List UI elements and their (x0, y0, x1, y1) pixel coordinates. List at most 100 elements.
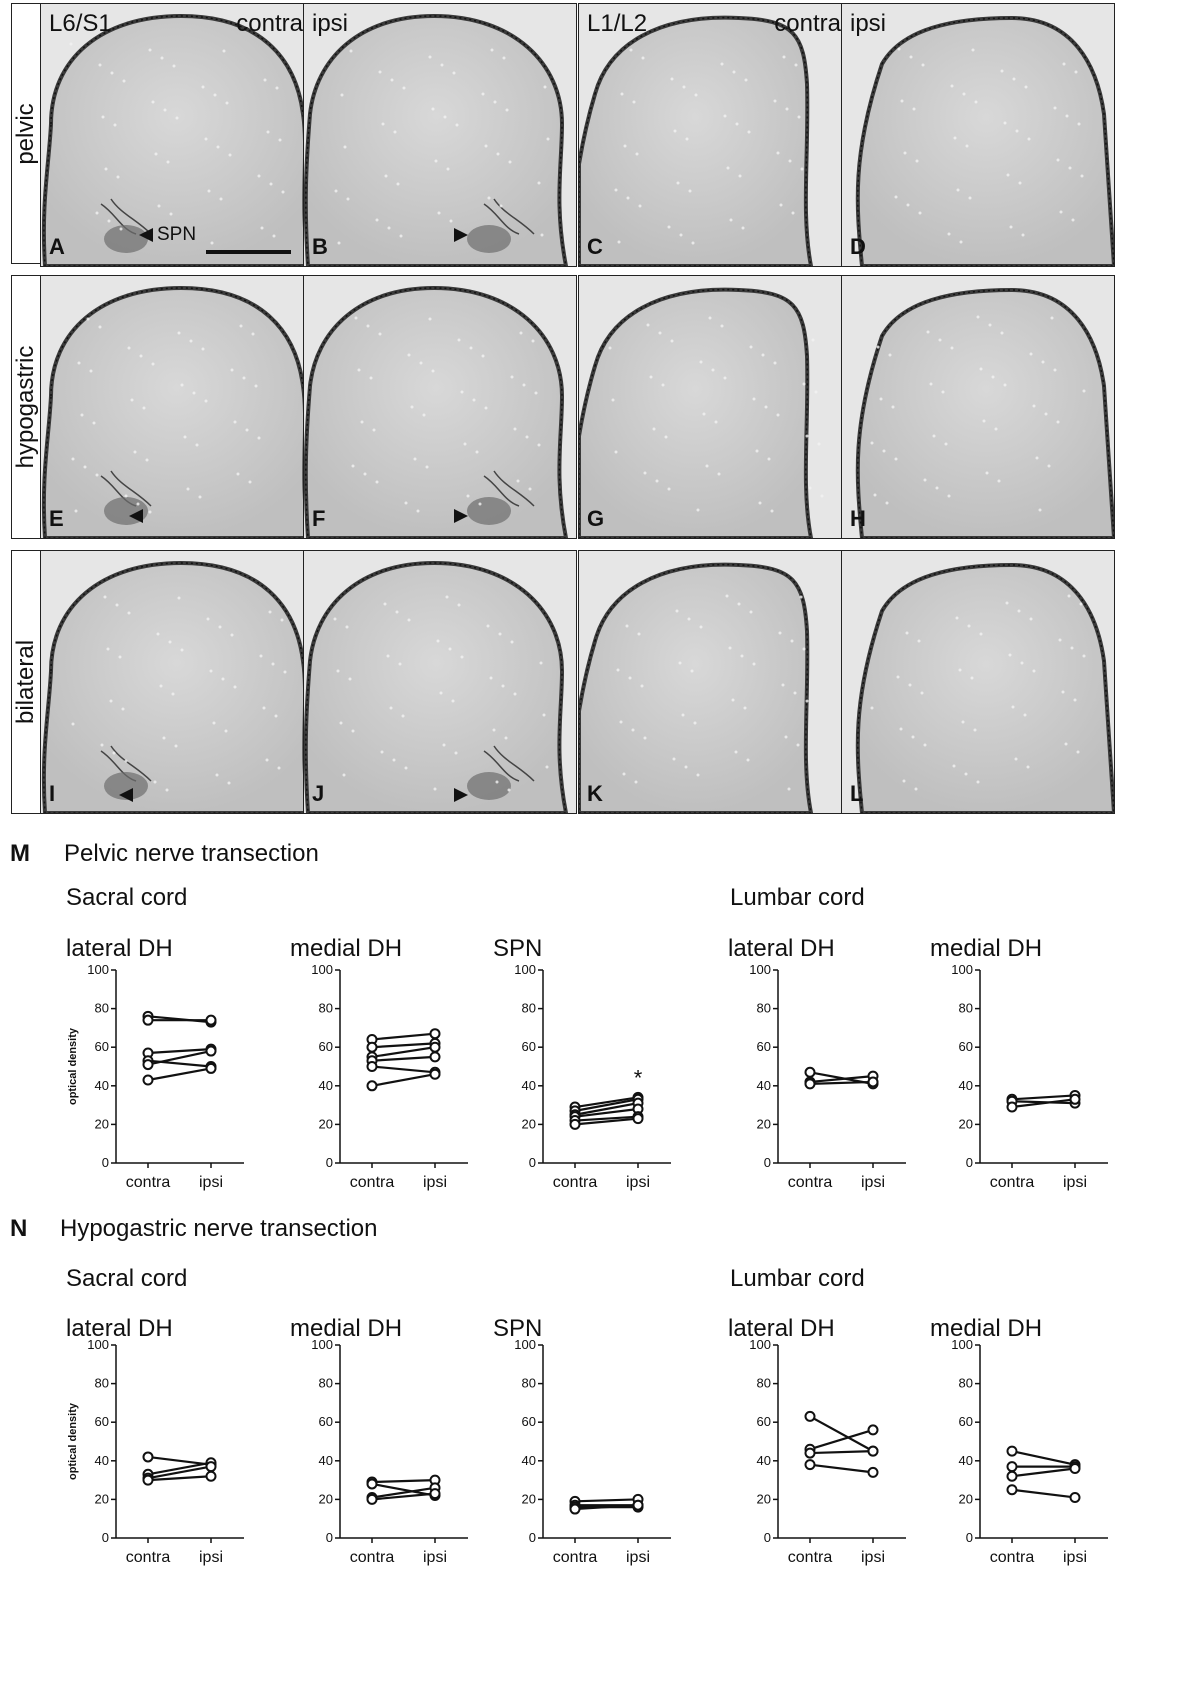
y-tick-label: 0 (764, 1155, 771, 1170)
row-label-hypogastric: hypogastric (11, 275, 41, 539)
series-line (371, 1065, 436, 1074)
series-line (147, 1048, 212, 1055)
x-tick-label: ipsi (861, 1174, 885, 1191)
micrograph-panel-a: A L6/S1 contra SPN (40, 3, 314, 267)
data-point (867, 1466, 879, 1478)
y-tick-label: 40 (959, 1453, 973, 1468)
series-line (574, 1504, 639, 1511)
chart-title: medial DH (290, 935, 403, 962)
x-tick-label: contra (553, 1549, 598, 1566)
chart-title: lateral DH (728, 1315, 835, 1342)
x-tick-label: contra (350, 1549, 395, 1566)
micrograph-panel-i: I (40, 550, 314, 814)
series-line (574, 1117, 639, 1126)
series-line (809, 1415, 874, 1453)
chart-m-2: 0 20 40 60 80 100 contra ipsi (280, 955, 480, 1213)
data-point (366, 1061, 378, 1072)
y-tick-label: 40 (522, 1078, 536, 1093)
tissue-image (579, 551, 851, 813)
y-tick-label: 40 (319, 1078, 333, 1093)
x-tick-label: contra (553, 1174, 598, 1191)
y-tick-label: 100 (87, 1337, 109, 1352)
tissue-image (41, 4, 313, 266)
chart-title: lateral DH (66, 935, 173, 962)
y-tick-label: 60 (319, 1039, 333, 1054)
x-tick-label: ipsi (626, 1174, 650, 1191)
arrowhead-icon (119, 788, 133, 802)
chart-title: SPN (493, 1315, 543, 1342)
micrograph-panel-f: F (303, 275, 577, 539)
y-tick-label: 20 (959, 1116, 973, 1131)
panel-letter: E (49, 506, 64, 531)
y-tick-label: 40 (959, 1078, 973, 1093)
series-line (371, 1492, 436, 1501)
lumbar-cord-title-n: Lumbar cord (730, 1265, 865, 1292)
y-tick-label: 60 (95, 1039, 109, 1054)
x-tick-label: ipsi (423, 1174, 447, 1191)
panel-letter: C (587, 234, 603, 259)
data-point (569, 1503, 581, 1515)
data-point (142, 1014, 154, 1026)
chart-svg: 0 20 40 60 80 100 contra ipsi optical density (67, 962, 244, 1191)
tissue-image (579, 276, 851, 538)
chart-svg: 0 20 40 60 80 100 contra ipsi (311, 1337, 468, 1566)
data-point (804, 1410, 816, 1422)
data-point (366, 1478, 378, 1490)
data-point (1069, 1491, 1081, 1503)
chart-n-2: 0 20 40 60 80 100 contra ipsi (280, 1330, 480, 1588)
data-point (429, 1028, 441, 1040)
data-point (142, 1451, 154, 1463)
data-point (1069, 1463, 1081, 1475)
y-tick-label: 20 (319, 1116, 333, 1131)
lumbar-cord-title-m: Lumbar cord (730, 884, 865, 911)
data-point (804, 1078, 816, 1090)
scale-bar (206, 250, 291, 254)
y-tick-label: 0 (764, 1530, 771, 1545)
micrograph-panel-l: L (841, 550, 1115, 814)
side-label: ipsi (850, 10, 887, 37)
panel-letter: G (587, 506, 605, 531)
y-tick-label: 80 (757, 1376, 771, 1391)
series-line (371, 1055, 436, 1062)
data-point (1006, 1445, 1018, 1457)
tissue-image (41, 551, 313, 813)
series-line (147, 1465, 212, 1480)
arrowhead-icon (139, 228, 153, 242)
chart-m-4: 0 20 40 60 80 100 contra ipsi (718, 955, 918, 1213)
data-point (366, 1080, 378, 1092)
y-tick-label: 100 (311, 962, 333, 977)
chart-svg: 0 20 40 60 80 100 contra ipsi (749, 962, 906, 1191)
tissue-image (842, 276, 1114, 538)
y-tick-label: 40 (95, 1453, 109, 1468)
series-line (371, 1032, 436, 1041)
chart-n-4: 0 20 40 60 80 100 contra ipsi (718, 1330, 918, 1588)
chart-svg: 0 20 40 60 80 100 contra ipsi (749, 1337, 906, 1566)
y-tick-label: 0 (966, 1155, 973, 1170)
series-line (147, 1049, 212, 1066)
data-point (1006, 1461, 1018, 1473)
y-tick-label: 80 (319, 1001, 333, 1016)
tissue-image (41, 276, 313, 538)
y-tick-label: 100 (749, 1337, 771, 1352)
data-point (804, 1459, 816, 1471)
y-tick-label: 40 (757, 1078, 771, 1093)
arrowhead-icon (454, 788, 468, 802)
y-tick-label: 80 (522, 1001, 536, 1016)
data-point (632, 1113, 644, 1125)
y-tick-label: 0 (326, 1155, 333, 1170)
chart-svg: 0 20 40 60 80 100 contra ipsi (514, 1337, 671, 1566)
y-tick-label: 80 (522, 1376, 536, 1391)
chart-title: medial DH (290, 1315, 403, 1342)
side-label: contra (774, 10, 841, 37)
x-tick-label: contra (126, 1174, 171, 1191)
y-tick-label: 60 (959, 1039, 973, 1054)
y-tick-label: 100 (749, 962, 771, 977)
y-tick-label: 80 (959, 1376, 973, 1391)
panel-letter: D (850, 234, 866, 259)
y-tick-label: 60 (522, 1039, 536, 1054)
series-line (147, 1475, 212, 1482)
tissue-image (842, 551, 1114, 813)
sacral-cord-title-m: Sacral cord (66, 884, 188, 911)
series-line (809, 1450, 874, 1455)
